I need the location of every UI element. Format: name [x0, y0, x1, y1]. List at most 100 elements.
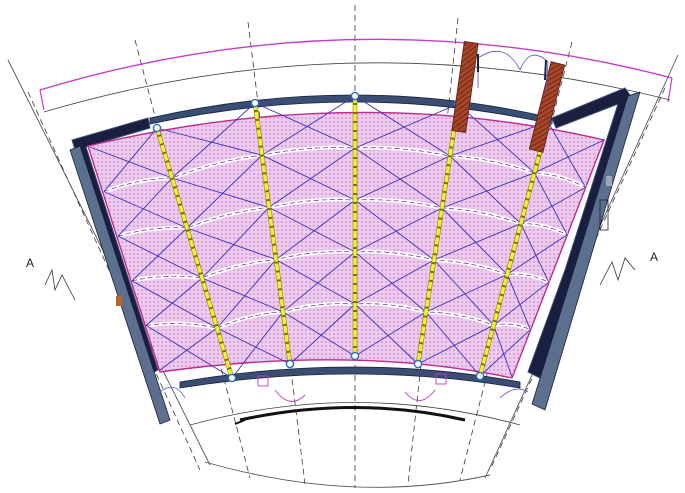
brace — [534, 139, 605, 174]
brace — [417, 324, 494, 365]
brace — [201, 207, 270, 279]
roof-canopy-side-left — [39, 89, 45, 111]
brace — [457, 103, 535, 174]
brace — [493, 281, 550, 326]
brace — [117, 177, 173, 237]
entrance-canopy — [234, 406, 466, 425]
main-beam-5 — [478, 121, 550, 377]
brace — [441, 172, 535, 209]
gridline-6 — [459, 41, 573, 481]
brace — [425, 311, 481, 377]
brace — [354, 199, 435, 261]
column-node — [227, 373, 237, 383]
main-beams — [154, 96, 551, 379]
brace — [282, 251, 356, 313]
column-node — [250, 98, 260, 108]
brace — [354, 155, 451, 201]
brace — [534, 172, 568, 236]
brace — [506, 234, 568, 275]
section-mark-label-left: A — [26, 256, 35, 270]
brace — [103, 191, 188, 229]
brace — [117, 235, 203, 279]
door-swing-left — [159, 386, 529, 399]
brace — [441, 207, 508, 275]
brace — [354, 95, 451, 157]
brace — [547, 121, 586, 188]
brace — [186, 154, 263, 229]
brace — [520, 223, 550, 283]
outer-wall-left — [69, 145, 171, 425]
brace — [275, 259, 356, 305]
brace — [282, 311, 356, 357]
column-node — [152, 123, 162, 133]
brace — [216, 259, 277, 329]
brace — [449, 121, 549, 157]
brace — [156, 127, 263, 156]
column-node — [350, 91, 360, 101]
door-swing-top — [477, 50, 549, 93]
brace — [433, 223, 521, 261]
brace — [425, 273, 508, 313]
brace — [354, 259, 435, 305]
wall-top — [149, 94, 553, 125]
brace — [354, 251, 427, 313]
brace — [89, 146, 173, 179]
section-mark-right — [599, 257, 636, 286]
outer-wall-right — [531, 91, 641, 411]
column-node — [413, 359, 423, 369]
brace — [216, 327, 291, 365]
brace — [254, 102, 356, 149]
brace — [354, 103, 459, 149]
brace — [103, 127, 158, 192]
brace — [131, 227, 188, 282]
brace — [354, 303, 419, 365]
brace — [354, 311, 427, 357]
brace — [231, 311, 284, 379]
brace — [171, 102, 256, 179]
column-node — [285, 359, 295, 369]
brace — [275, 199, 356, 260]
section-mark-left — [44, 268, 76, 301]
side-equipment — [116, 176, 612, 306]
brace — [261, 95, 356, 156]
brace — [171, 177, 270, 208]
column-node — [475, 371, 485, 381]
brace — [145, 325, 233, 379]
main-beam-4 — [416, 103, 460, 365]
window-sill-top — [477, 54, 547, 81]
brace — [433, 259, 494, 326]
main-beam-1 — [155, 127, 234, 379]
brace — [131, 280, 218, 329]
brace — [201, 277, 284, 313]
brace — [479, 329, 531, 377]
brace — [145, 277, 203, 326]
wall-right — [527, 87, 633, 379]
brace — [261, 154, 356, 201]
stair-ladder-right — [528, 61, 566, 153]
main-beam-2 — [253, 102, 292, 365]
brace — [493, 325, 513, 378]
site-bottom-arc — [204, 461, 491, 488]
roof-canopy-outline — [39, 38, 673, 91]
brace — [506, 274, 531, 330]
lower-partition-arc — [189, 402, 521, 426]
brace — [268, 147, 356, 208]
brace — [520, 187, 586, 224]
roof-canopy-side-right — [667, 77, 673, 103]
brace — [186, 227, 277, 261]
section-mark-label-right: A — [650, 250, 659, 264]
wall-bottom — [179, 366, 521, 389]
brace — [449, 155, 522, 224]
brace — [289, 303, 356, 365]
upper-partition-arc — [43, 62, 671, 113]
gridline-2 — [134, 39, 251, 479]
brace — [354, 207, 443, 253]
stair-ladder-left — [451, 41, 479, 133]
roof-bracing — [89, 95, 605, 379]
entrance-doors — [257, 373, 447, 402]
column-node — [350, 351, 360, 361]
brace — [159, 327, 218, 371]
brace — [354, 147, 443, 209]
brace — [268, 207, 356, 253]
